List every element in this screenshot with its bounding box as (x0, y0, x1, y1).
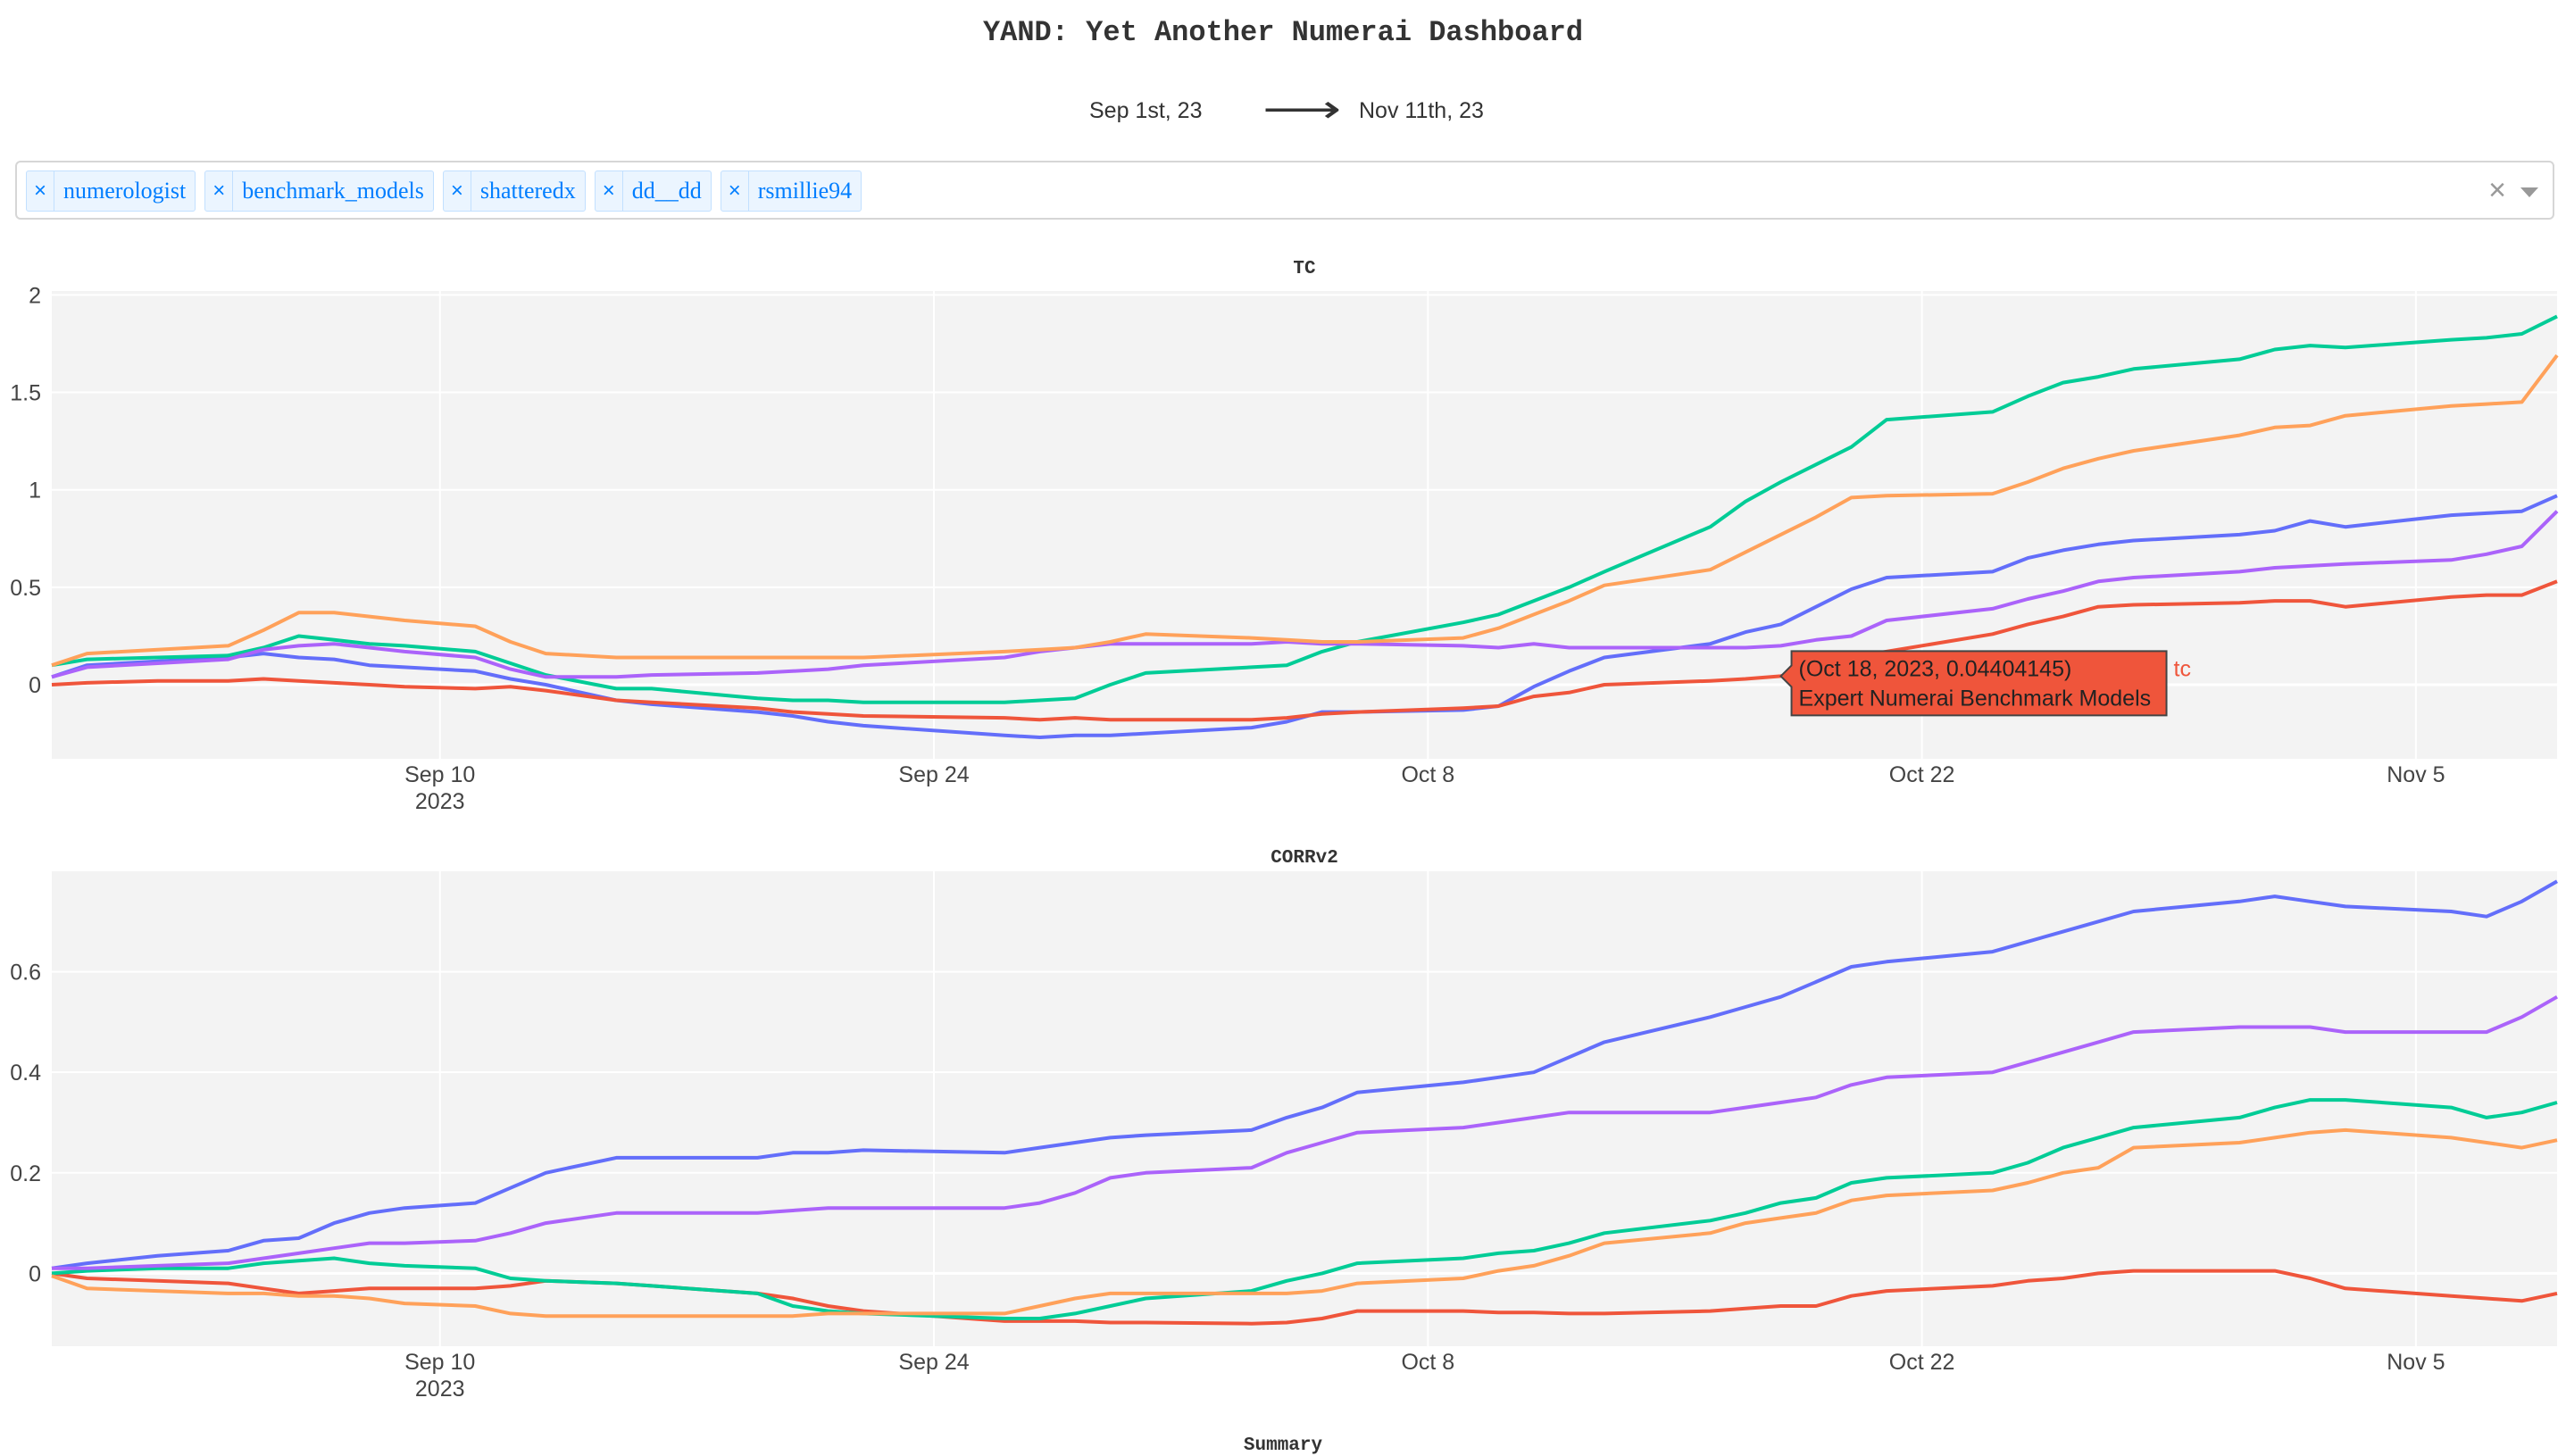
x-tick-label: Nov 5 (2387, 1350, 2445, 1375)
y-tick-label: 1 (29, 478, 41, 503)
chart-title: CORRv2 (1271, 848, 1338, 869)
series-line-4[interactable] (51, 1127, 2558, 1319)
model-tag-label: rsmillie94 (757, 178, 853, 204)
tooltip-label: tc (2174, 656, 2191, 681)
summary-section-title: Summary (1243, 1435, 1323, 1456)
y-tick-label: 0 (29, 673, 41, 698)
model-tag: × numerologist (26, 171, 196, 212)
y-tick-label: 2 (29, 283, 41, 308)
x-tick-label: Oct 8 (1401, 1350, 1454, 1375)
remove-tag-icon[interactable]: × (721, 171, 749, 211)
model-multi-select[interactable]: × numerologist × benchmark_models × shattered… (15, 161, 2554, 220)
y-tick-label: 0.4 (10, 1061, 41, 1086)
tooltip-series-name: Expert Numerai Benchmark Models (1799, 686, 2152, 711)
tooltip-box (1779, 650, 2168, 717)
model-tag: × benchmark_models (204, 171, 434, 212)
x-tick-label: Sep 24 (898, 1350, 969, 1375)
hover-tooltip: (Oct 18, 2023, 0.04404145) Expert Numerai… (1779, 650, 2191, 717)
remove-tag-icon[interactable]: × (444, 171, 471, 211)
model-tag-label: shatteredx (479, 178, 576, 204)
model-tag: × dd__dd (594, 171, 712, 212)
tooltip-value: (Oct 18, 2023, 0.04404145) (1799, 656, 2072, 681)
series-line-2[interactable] (51, 314, 2558, 704)
model-tag-label: numerologist (63, 178, 187, 204)
remove-tag-icon[interactable]: × (596, 171, 623, 211)
series-line-3[interactable] (51, 510, 2559, 679)
model-tag: × rsmillie94 (720, 171, 862, 212)
series-line-1[interactable] (51, 579, 2558, 722)
x-year-label: 2023 (415, 789, 465, 814)
x-tick-label: Sep 10 (404, 1350, 475, 1375)
x-tick-label: Sep 24 (898, 762, 969, 787)
y-tick-label: 0.6 (10, 961, 41, 986)
series-line-1[interactable] (51, 1269, 2558, 1326)
y-tick-label: 0.5 (10, 576, 41, 601)
caret-down-icon[interactable] (2520, 187, 2538, 197)
series-line-3[interactable] (52, 994, 2558, 1270)
remove-tag-icon[interactable]: × (27, 171, 55, 211)
start-date-input[interactable]: Sep 1st, 23 (1089, 98, 1203, 123)
series-line-4[interactable] (51, 354, 2559, 668)
x-tick-label: Oct 8 (1401, 762, 1454, 787)
page-title: YAND: Yet Another Numerai Dashboard (982, 16, 1584, 49)
x-tick-label: Nov 5 (2387, 762, 2445, 787)
model-tag-label: benchmark_models (242, 178, 424, 204)
series-line-0[interactable] (51, 879, 2558, 1270)
remove-tag-icon[interactable]: × (205, 171, 234, 211)
selected-model-tags: × numerologist × benchmark_models × shattered… (26, 171, 862, 212)
series-line-2[interactable] (51, 1098, 2558, 1320)
clear-all-icon[interactable]: × (2488, 173, 2506, 207)
model-tag: × shatteredx (442, 171, 586, 212)
y-tick-label: 0 (29, 1261, 41, 1286)
x-tick-label: Sep 10 (404, 762, 475, 787)
series-line-0[interactable] (51, 494, 2558, 739)
end-date-input[interactable]: Nov 11th, 23 (1359, 98, 1484, 123)
x-year-label: 2023 (415, 1377, 465, 1402)
chart-title: TC (1293, 259, 1316, 279)
y-tick-label: 0.2 (10, 1161, 41, 1186)
y-tick-label: 1.5 (10, 381, 41, 406)
x-tick-label: Oct 22 (1889, 762, 1955, 787)
plot-background (52, 871, 2557, 1346)
model-tag-label: dd__dd (631, 178, 702, 204)
x-tick-label: Oct 22 (1889, 1350, 1955, 1375)
